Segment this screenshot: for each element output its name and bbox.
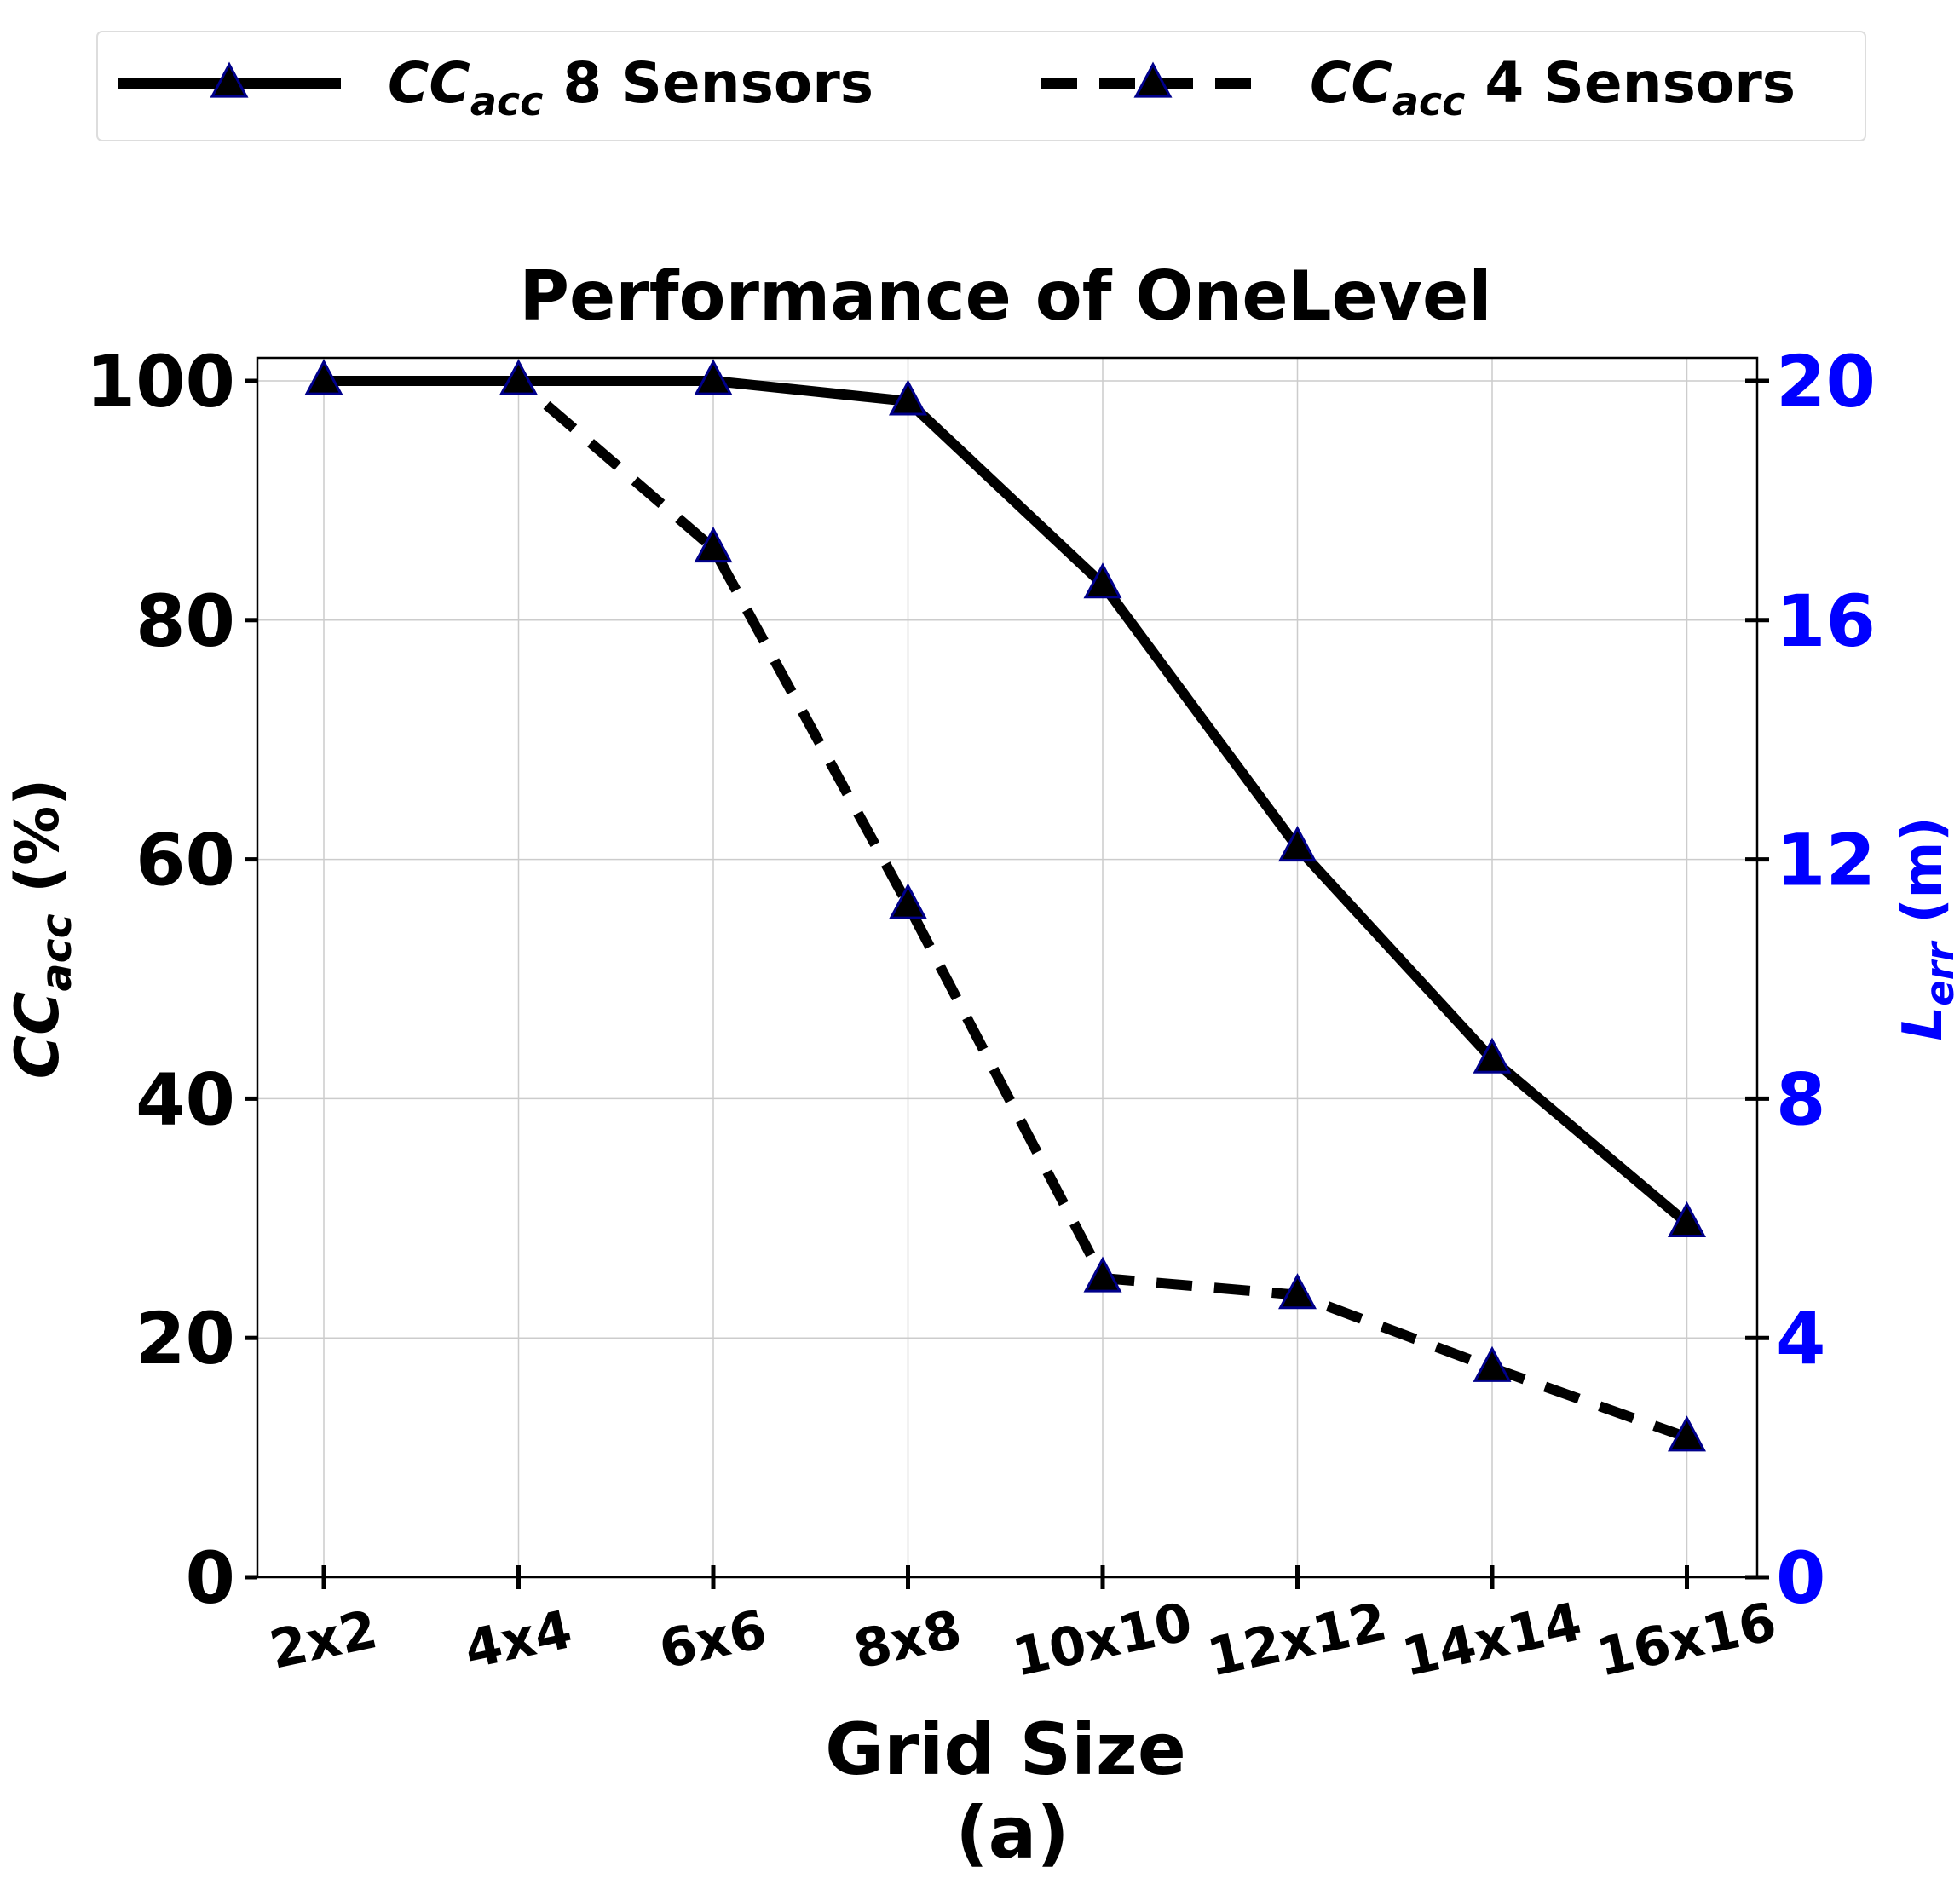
series-2-marker	[888, 883, 928, 919]
grid	[257, 358, 1757, 1578]
x-tick-label: 6x6	[654, 1598, 772, 1681]
x-axis-label: Grid Size	[825, 1708, 1186, 1791]
figure-subcaption: (a)	[955, 1791, 1069, 1875]
legend-marker	[210, 61, 249, 98]
series-2-marker	[1473, 1345, 1512, 1382]
series-2-marker	[1083, 1256, 1122, 1293]
legend: CCacc 8 Sensors CCacc 4 Sensors	[96, 31, 1866, 141]
x-tick-label: 4x4	[459, 1598, 578, 1681]
chart-title: Performance of OneLevel	[519, 256, 1491, 336]
y-tick-label: 100	[86, 340, 235, 423]
plot-frame	[256, 356, 1759, 1579]
series-1-marker	[694, 359, 733, 395]
x-tick-label: 14x14	[1397, 1590, 1587, 1689]
legend-marker	[1133, 61, 1173, 98]
axes: 0 20 40 60 80 100 0 4 8 12 16 20 2x2 4x4 6x6 8x8 10x10 12…	[86, 340, 1876, 1689]
y2-tick-label: 12	[1776, 819, 1876, 902]
series-2-marker	[304, 359, 343, 395]
y2-tick-label: 16	[1776, 579, 1876, 663]
plot-area	[304, 359, 1707, 1452]
series-1-marker	[1473, 1037, 1512, 1074]
series-2-marker	[499, 359, 539, 395]
y-tick-label: 80	[135, 579, 235, 663]
legend-entry-1: CCacc 8 Sensors	[118, 50, 873, 124]
x-tick-label: 10x10	[1007, 1590, 1197, 1689]
legend-entry-2: CCacc 4 Sensors	[1041, 50, 1796, 124]
y-tick-label: 40	[135, 1057, 235, 1141]
y2-tick-label: 8	[1776, 1057, 1825, 1141]
x-tick-label: 8x8	[849, 1598, 967, 1681]
series-1-marker	[888, 379, 928, 416]
legend-frame	[96, 31, 1866, 141]
y2-tick-label: 0	[1776, 1536, 1825, 1620]
y-tick-label: 0	[186, 1536, 235, 1620]
series-2-marker	[1277, 1273, 1317, 1310]
series-1-marker	[1277, 826, 1317, 862]
y2-tick-label: 4	[1776, 1297, 1825, 1380]
series-2-marker	[1667, 1415, 1707, 1452]
y-tick-label: 60	[135, 819, 235, 902]
x-tick-label: 16x16	[1591, 1590, 1781, 1689]
x-tick-label: 12x12	[1202, 1590, 1392, 1689]
y-tick-label: 20	[135, 1297, 235, 1380]
series-2-marker	[694, 527, 733, 563]
y2-tick-label: 20	[1776, 340, 1876, 423]
series-1-marker	[1083, 562, 1122, 599]
y2-axis-label: Lerr (m)	[1892, 816, 1960, 1040]
legend-label: CCacc 8 Sensors	[388, 50, 873, 124]
legend-label: CCacc 4 Sensors	[1310, 50, 1796, 124]
x-tick-label: 2x2	[264, 1598, 383, 1681]
series-line-1	[324, 376, 1691, 1228]
series-1-marker	[1667, 1201, 1707, 1238]
y-axis-label: CCacc (%)	[3, 779, 81, 1079]
series-line-2	[324, 376, 1689, 1443]
